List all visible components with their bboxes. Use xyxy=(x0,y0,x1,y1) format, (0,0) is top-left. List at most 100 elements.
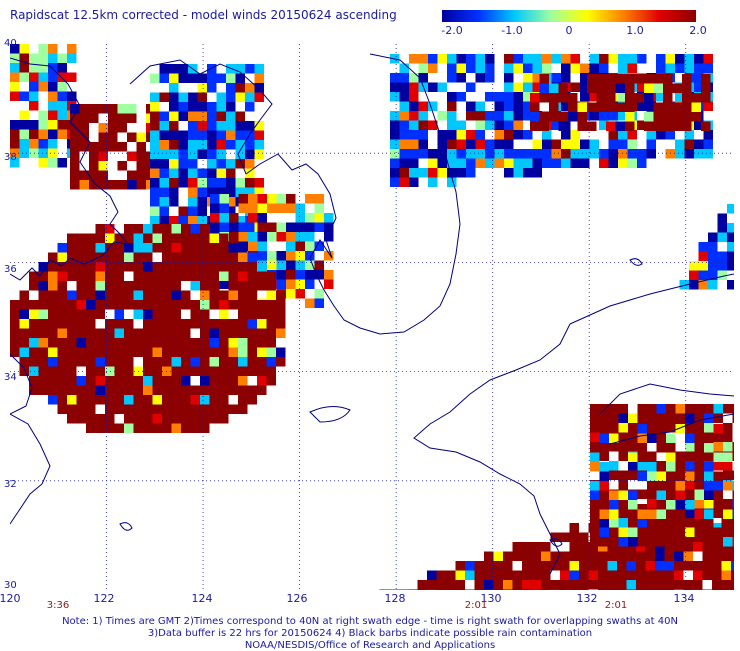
swath-cell xyxy=(67,290,77,300)
swath-cell xyxy=(324,251,334,261)
swath-cell xyxy=(418,73,428,83)
swath-cell xyxy=(228,252,238,262)
swath-cell xyxy=(245,149,255,159)
swath-cell xyxy=(590,423,600,433)
swath-cell xyxy=(580,149,590,159)
swath-cell xyxy=(731,551,734,561)
swath-cell xyxy=(485,63,495,73)
swath-cell xyxy=(143,252,153,262)
coastlines xyxy=(10,53,734,575)
swath-cell xyxy=(628,518,638,528)
swath-cell xyxy=(437,82,447,92)
swath-cell xyxy=(685,500,695,510)
swath-cell xyxy=(579,589,589,590)
swath-cell xyxy=(599,54,609,64)
swath-cell xyxy=(209,252,219,262)
swath-cell xyxy=(248,213,258,223)
swath-cell xyxy=(427,580,437,590)
swath-cell xyxy=(721,561,731,571)
swath-cell xyxy=(596,83,606,93)
swath-cell xyxy=(219,252,229,262)
map-title: Rapidscat 12.5km corrected - model winds… xyxy=(10,8,397,22)
swath-cell xyxy=(19,319,29,329)
swath-cell xyxy=(390,92,400,102)
swath-cell xyxy=(162,376,172,386)
swath-cell xyxy=(409,54,419,64)
swath-cell xyxy=(105,271,115,281)
swath-cell xyxy=(609,518,619,528)
swath-cell xyxy=(219,376,229,386)
swath-cell xyxy=(197,149,207,159)
swath-cell xyxy=(226,140,236,150)
swath-cell xyxy=(200,300,210,310)
swath-cell xyxy=(712,542,722,552)
swath-cell xyxy=(428,149,438,159)
swath-cell xyxy=(399,149,409,159)
swath-cell xyxy=(399,111,409,121)
swath-cell xyxy=(48,281,58,291)
swath-cell xyxy=(178,140,188,150)
swath-cell xyxy=(207,111,217,121)
swath-cell xyxy=(513,158,523,168)
swath-cell xyxy=(209,404,219,414)
swath-cell xyxy=(38,262,48,272)
swath-cell xyxy=(209,300,219,310)
swath-cell xyxy=(569,570,579,580)
swath-cell xyxy=(324,279,334,289)
swath-cell xyxy=(647,413,657,423)
swath-cell xyxy=(276,203,286,213)
swath-cell xyxy=(190,224,200,234)
swath-cell xyxy=(390,82,400,92)
swath-cell xyxy=(276,300,286,310)
swath-cell xyxy=(178,111,188,121)
swath-cell xyxy=(577,112,587,122)
swath-cell xyxy=(105,328,115,338)
swath-cell xyxy=(267,203,277,213)
swath-cell xyxy=(133,252,143,262)
swath-cell xyxy=(694,63,704,73)
swath-cell xyxy=(672,112,682,122)
swath-cell xyxy=(162,319,172,329)
swath-cell xyxy=(200,338,210,348)
swath-cell xyxy=(647,462,657,472)
swath-cell xyxy=(216,92,226,102)
swath-cell xyxy=(702,542,712,552)
swath-cell xyxy=(181,262,191,272)
swath-cell xyxy=(569,580,579,590)
swath-cell xyxy=(665,149,675,159)
swath-cell xyxy=(19,366,29,376)
swath-cell xyxy=(522,561,532,571)
swath-cell xyxy=(228,328,238,338)
swath-cell xyxy=(691,112,701,122)
swath-cell xyxy=(152,319,162,329)
swath-cell xyxy=(267,194,277,204)
swath-cell xyxy=(95,347,105,357)
swath-cell xyxy=(494,92,504,102)
swath-cell xyxy=(608,158,618,168)
swath-cell xyxy=(124,347,134,357)
swath-cell xyxy=(245,159,255,169)
swath-cell xyxy=(108,104,118,114)
swath-cell xyxy=(409,92,419,102)
swath-cell xyxy=(704,471,714,481)
swath-cell xyxy=(561,130,571,140)
swath-cell xyxy=(628,461,638,471)
swath-cell xyxy=(38,72,48,82)
swath-cell xyxy=(713,461,723,471)
swath-cell xyxy=(38,82,48,92)
swath-cell xyxy=(86,290,96,300)
swath-cell xyxy=(257,328,267,338)
swath-cell xyxy=(295,251,305,261)
swath-cell xyxy=(162,281,172,291)
swath-cell xyxy=(150,216,160,226)
swath-cell xyxy=(197,83,207,93)
swath-cell xyxy=(447,92,457,102)
swath-cell xyxy=(19,91,29,101)
lat-label: 38 xyxy=(4,152,17,163)
swath-cell xyxy=(447,120,457,130)
swath-cell xyxy=(19,53,29,63)
swath-cell xyxy=(143,395,153,405)
swath-cell xyxy=(238,309,248,319)
swath-cell xyxy=(713,432,723,442)
swath-cell xyxy=(133,233,143,243)
